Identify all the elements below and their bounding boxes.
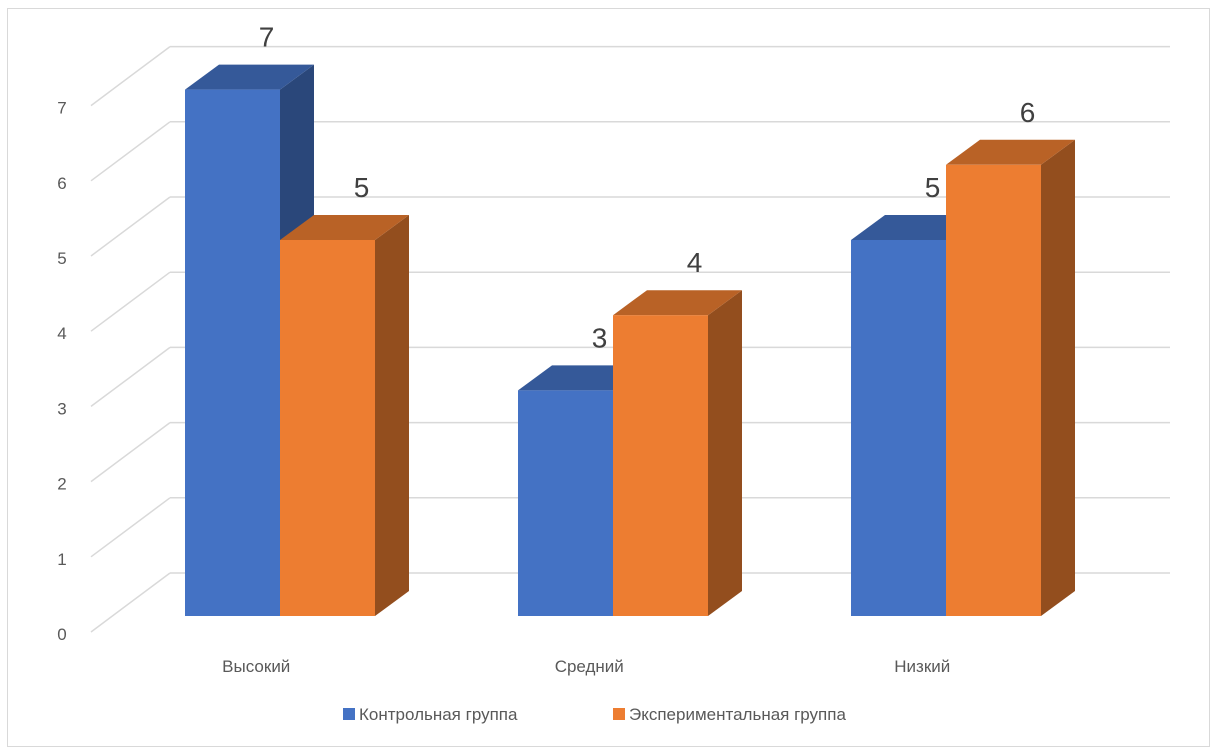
bar-top bbox=[946, 139, 1075, 165]
bar bbox=[613, 315, 708, 616]
bar-top bbox=[185, 64, 314, 90]
gridline-slant bbox=[90, 196, 171, 257]
gridline-slant bbox=[90, 121, 171, 182]
bar-side bbox=[708, 290, 742, 616]
bars bbox=[185, 64, 1075, 617]
gridline-slant bbox=[90, 572, 171, 633]
gridline-slant bbox=[90, 421, 171, 483]
bar bbox=[518, 390, 613, 616]
x-category-label: Низкий bbox=[894, 657, 950, 676]
data-label: 5 bbox=[925, 172, 941, 203]
bar-top bbox=[613, 290, 742, 316]
y-tick-label: 7 bbox=[57, 99, 66, 118]
legend: Контрольная группа Экспериментальная груп… bbox=[343, 705, 846, 724]
gridline-slant bbox=[90, 497, 171, 558]
y-tick-label: 3 bbox=[57, 399, 66, 418]
x-category-label: Средний bbox=[555, 657, 624, 676]
y-tick-label: 4 bbox=[57, 324, 66, 343]
legend-label: Экспериментальная группа bbox=[629, 705, 846, 724]
data-label: 7 bbox=[259, 22, 275, 53]
data-label: 4 bbox=[687, 247, 703, 278]
y-tick-label: 5 bbox=[57, 249, 66, 268]
legend-label: Контрольная группа bbox=[359, 705, 518, 724]
x-axis-categories: Высокий Средний Низкий bbox=[222, 657, 950, 676]
y-tick-label: 6 bbox=[57, 174, 66, 193]
bar-side bbox=[375, 215, 409, 616]
data-label: 6 bbox=[1020, 97, 1036, 128]
y-tick-label: 2 bbox=[57, 475, 66, 494]
bar bbox=[185, 89, 280, 617]
data-label: 3 bbox=[592, 322, 608, 353]
legend-swatch bbox=[613, 708, 625, 720]
bar-side bbox=[1041, 139, 1075, 617]
gridline-slant bbox=[90, 45, 171, 107]
gridline-slant bbox=[90, 346, 171, 408]
legend-swatch bbox=[343, 708, 355, 720]
data-label: 5 bbox=[354, 172, 370, 203]
data-labels: 7 5 3 4 5 6 bbox=[259, 22, 1036, 354]
y-tick-label: 0 bbox=[57, 625, 66, 644]
bar bbox=[280, 240, 375, 616]
y-axis-ticks: 0 1 2 3 4 5 6 7 bbox=[57, 99, 66, 644]
gridline-slant bbox=[90, 271, 171, 332]
bar bbox=[851, 240, 946, 616]
y-tick-label: 1 bbox=[57, 550, 66, 569]
bar bbox=[946, 164, 1041, 617]
bar-top bbox=[280, 215, 409, 240]
chart-frame bbox=[7, 8, 1210, 747]
x-category-label: Высокий bbox=[222, 657, 290, 676]
